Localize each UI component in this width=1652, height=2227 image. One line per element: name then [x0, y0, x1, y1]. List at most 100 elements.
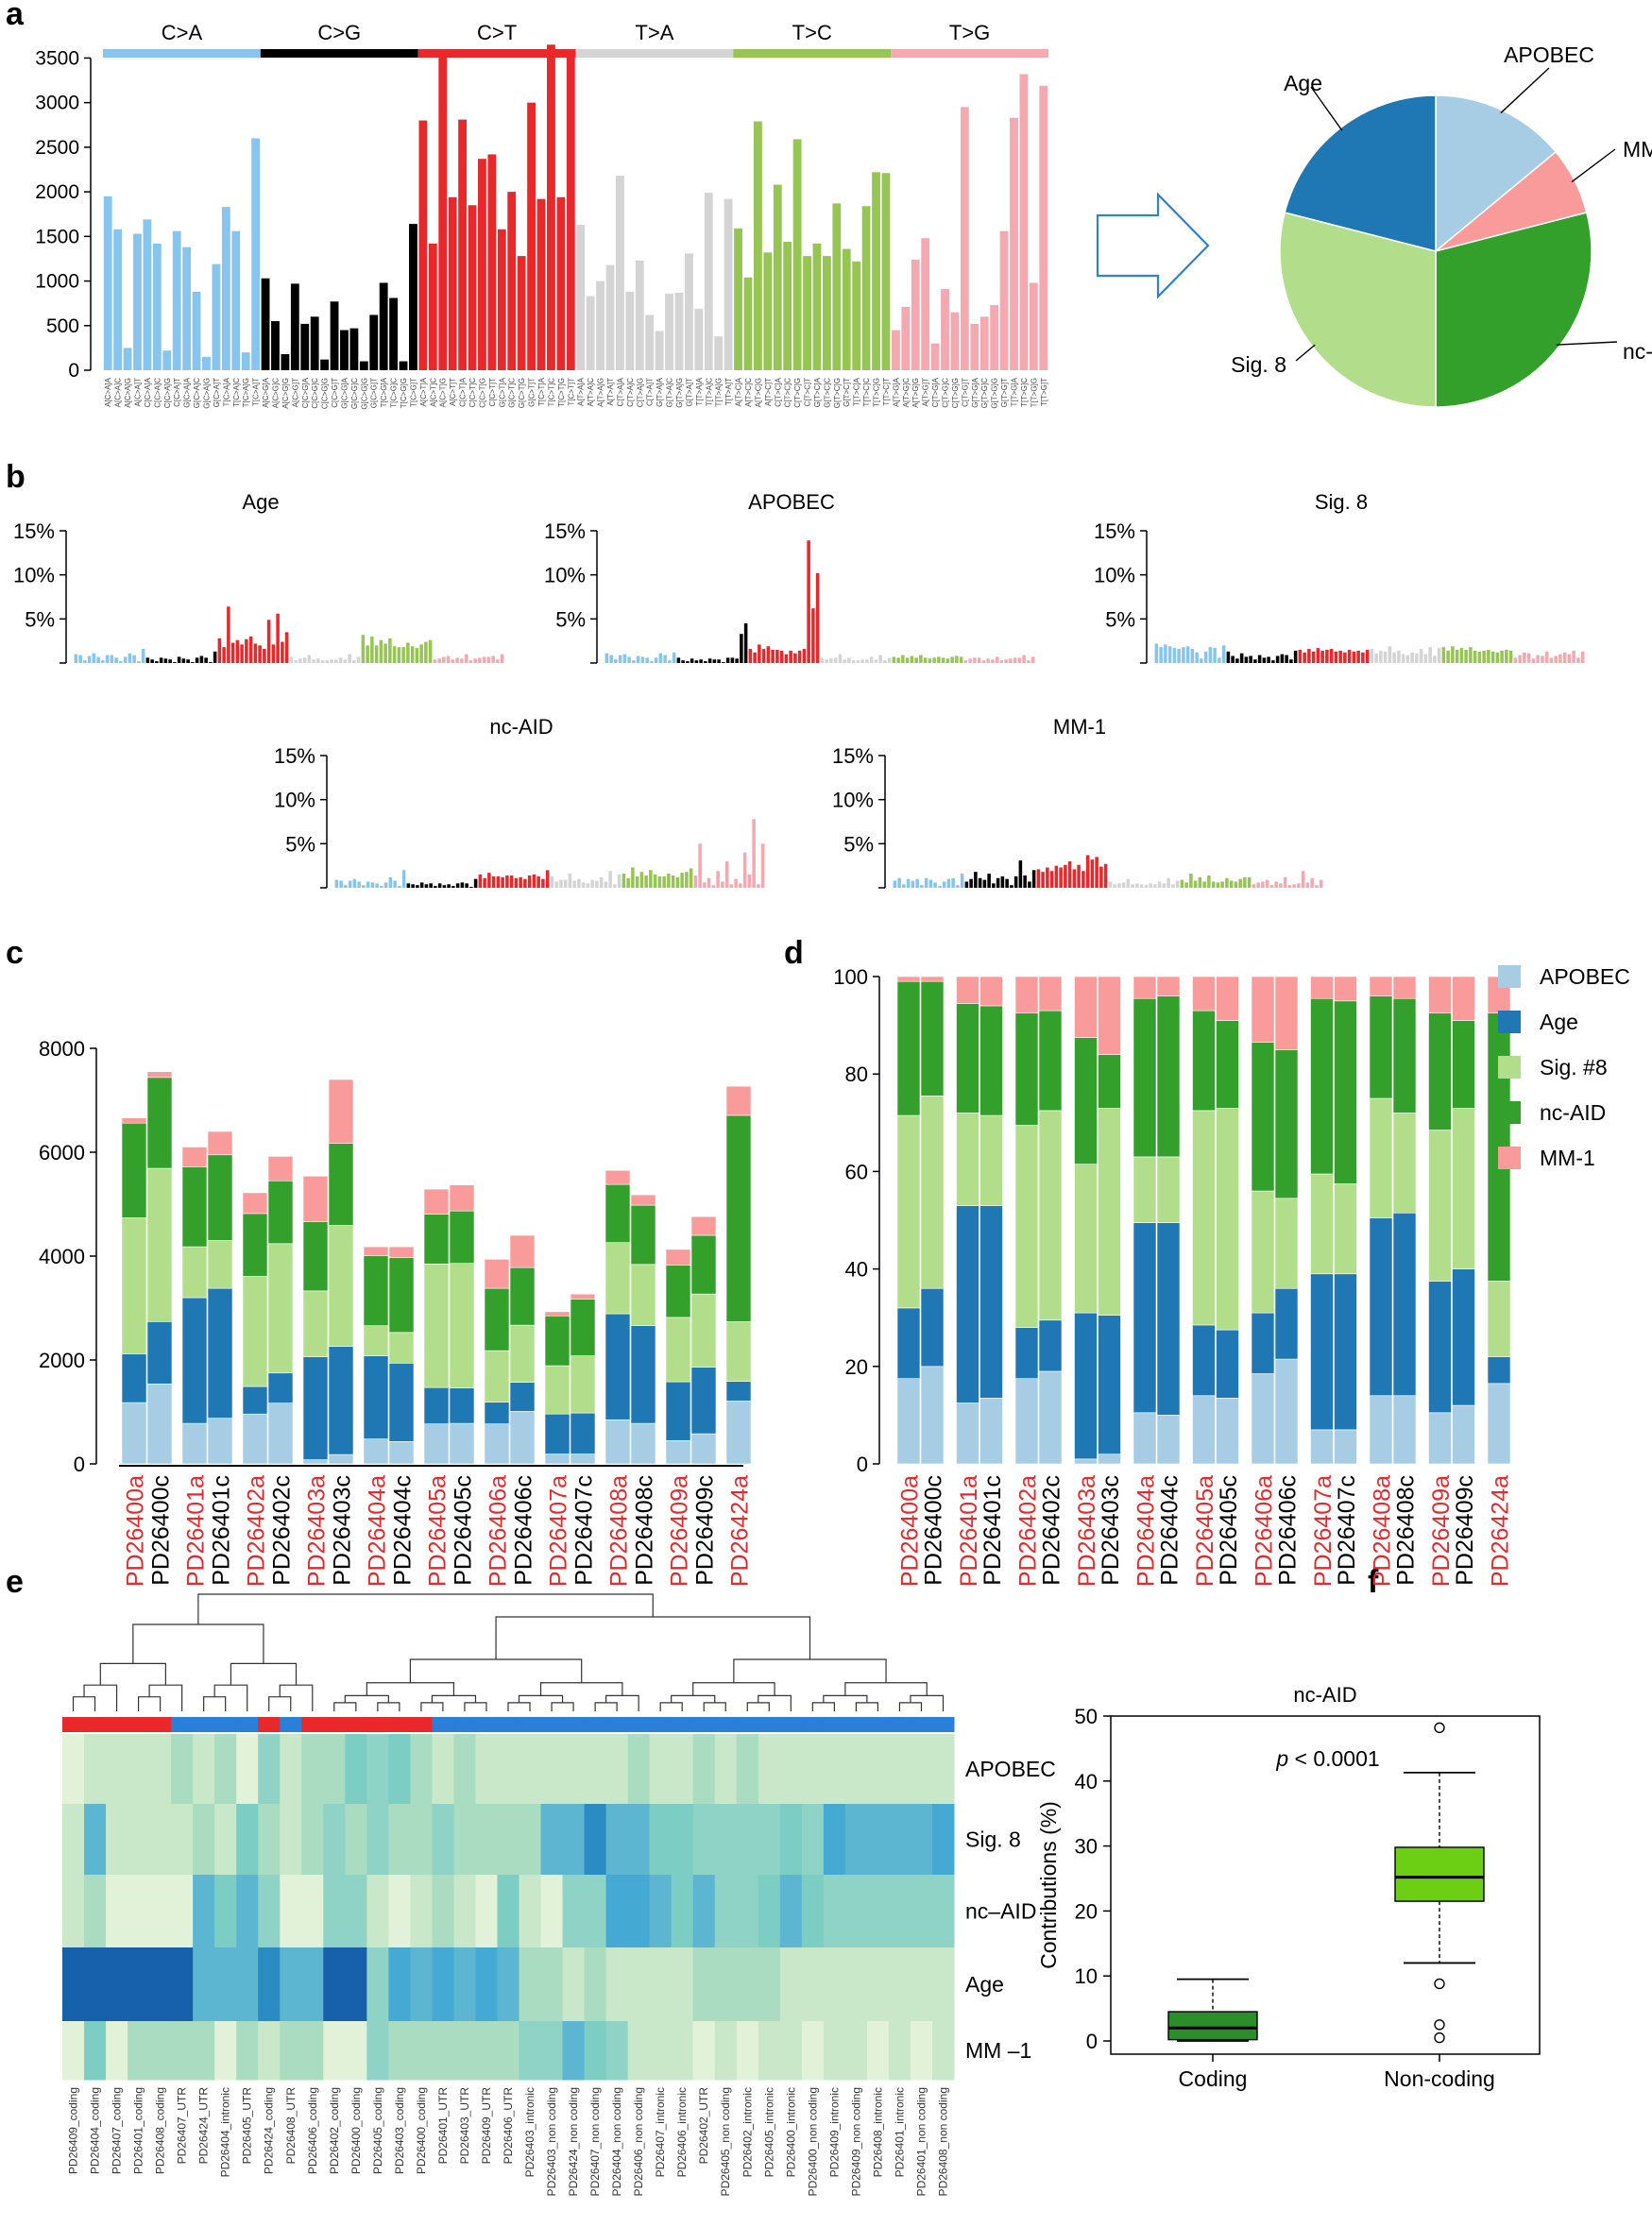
stack-segment: [328, 1346, 354, 1455]
bar: [1428, 647, 1432, 663]
bar: [906, 878, 911, 888]
bar: [722, 662, 725, 663]
bar: [491, 876, 496, 888]
bar: [1274, 881, 1278, 888]
bar: [468, 205, 477, 370]
bar: [951, 877, 955, 888]
stack-segment: [544, 1311, 571, 1317]
absolute-contribution-chart: 0 2000 4000 6000 8000 PD26400a PD26400c PD26401…: [39, 1037, 753, 1587]
heatmap-cell: [410, 1947, 433, 2022]
bar: [209, 662, 213, 663]
bar: [289, 656, 294, 663]
bar: [1374, 653, 1378, 663]
stack-segment: [484, 1402, 510, 1424]
y-tick-label: 500: [46, 315, 79, 337]
bar: [599, 876, 604, 888]
bar: [1013, 876, 1018, 888]
stack-segment: [1274, 976, 1299, 1050]
sample-label: PD26424a: [1488, 1475, 1514, 1587]
bar: [1221, 645, 1226, 663]
context-label: A[C>A]A: [104, 377, 112, 407]
column-label: PD26409_UTR: [480, 2087, 493, 2165]
bar: [536, 876, 540, 888]
bar: [361, 635, 366, 663]
bar: [950, 656, 954, 663]
signature-pie-chart: APOBEC MM-1 nc-AID Sig. 8 Age: [1231, 42, 1652, 408]
bar: [950, 312, 960, 370]
bar: [970, 323, 979, 370]
stack-segment: [388, 1441, 415, 1465]
heatmap-cell: [605, 1875, 629, 1948]
stack-segment: [979, 1398, 1003, 1465]
heatmap-cell: [714, 2021, 738, 2081]
heatmap-cell: [366, 1875, 389, 1948]
heatmap-cell: [844, 1804, 868, 1876]
heatmap-cell: [519, 1875, 542, 1948]
bar: [1249, 655, 1252, 663]
bar: [1469, 647, 1473, 663]
bar: [1121, 882, 1126, 888]
bar: [340, 330, 349, 370]
bar: [509, 875, 514, 888]
stack-segment: [1251, 1373, 1275, 1465]
stack-segment: [1192, 1395, 1216, 1465]
context-label: T[T>G]T: [1040, 378, 1048, 406]
stack-segment: [1452, 976, 1475, 1021]
bar: [833, 657, 838, 663]
sample-label: PD26404c: [1157, 1475, 1184, 1586]
heatmap-cell: [823, 2021, 846, 2081]
bar: [1275, 655, 1280, 663]
heatmap-cell: [345, 1804, 367, 1876]
bar: [645, 314, 655, 370]
heatmap-cell: [540, 1734, 564, 1805]
bar: [92, 653, 96, 663]
stack-segment: [1452, 1404, 1475, 1465]
bar: [352, 878, 357, 888]
group-bar: [733, 49, 892, 58]
bar: [812, 243, 822, 370]
bar: [294, 660, 298, 663]
stack-segment: [1487, 1281, 1511, 1357]
bar: [1113, 884, 1116, 888]
bar: [625, 291, 635, 370]
heatmap-cell: [779, 1734, 803, 1805]
bar: [766, 646, 771, 663]
column-label: PD26424_non coding: [567, 2087, 580, 2196]
bar: [455, 883, 460, 888]
bar: [284, 632, 289, 663]
group-strip-cell: [910, 1717, 933, 1732]
group-strip-cell: [453, 1717, 476, 1732]
stack-segment: [363, 1438, 389, 1465]
plot-frame: [1110, 1715, 1541, 2055]
column-label: PD26406_UTR: [502, 2087, 515, 2165]
stack-segment: [956, 1113, 979, 1206]
sample-label: PD26402c: [269, 1475, 296, 1586]
context-label: C[C>G]G: [321, 378, 330, 409]
heatmap-cell: [236, 1947, 259, 2022]
bar: [928, 658, 932, 663]
stack-segment: [690, 1367, 717, 1435]
heatmap-cell: [280, 2021, 302, 2081]
bar: [547, 44, 555, 371]
column-label: PD26404_coding: [89, 2087, 102, 2174]
context-label: A[T>C]A: [735, 377, 743, 406]
y-tick-label: 10%: [544, 564, 586, 587]
y-tick-label: 20: [1075, 1899, 1098, 1923]
y-tick-label: 0: [68, 360, 79, 382]
bar: [707, 658, 712, 663]
bar: [348, 880, 352, 888]
stack-segment: [1334, 1183, 1357, 1275]
heatmap-cell: [106, 1804, 128, 1876]
group-strip-cell: [736, 1717, 759, 1732]
legend-label: MM-1: [1540, 1146, 1595, 1170]
bar: [195, 657, 199, 663]
pie-leader: [1571, 148, 1616, 183]
bar: [1019, 74, 1029, 370]
group-strip-cell: [149, 1717, 172, 1732]
stack-segment: [363, 1255, 389, 1326]
bar: [487, 154, 497, 370]
heatmap-cell: [106, 2021, 128, 2081]
bar: [1392, 652, 1396, 663]
column-label: PD26406_coding: [306, 2087, 319, 2174]
bar: [1027, 660, 1030, 663]
